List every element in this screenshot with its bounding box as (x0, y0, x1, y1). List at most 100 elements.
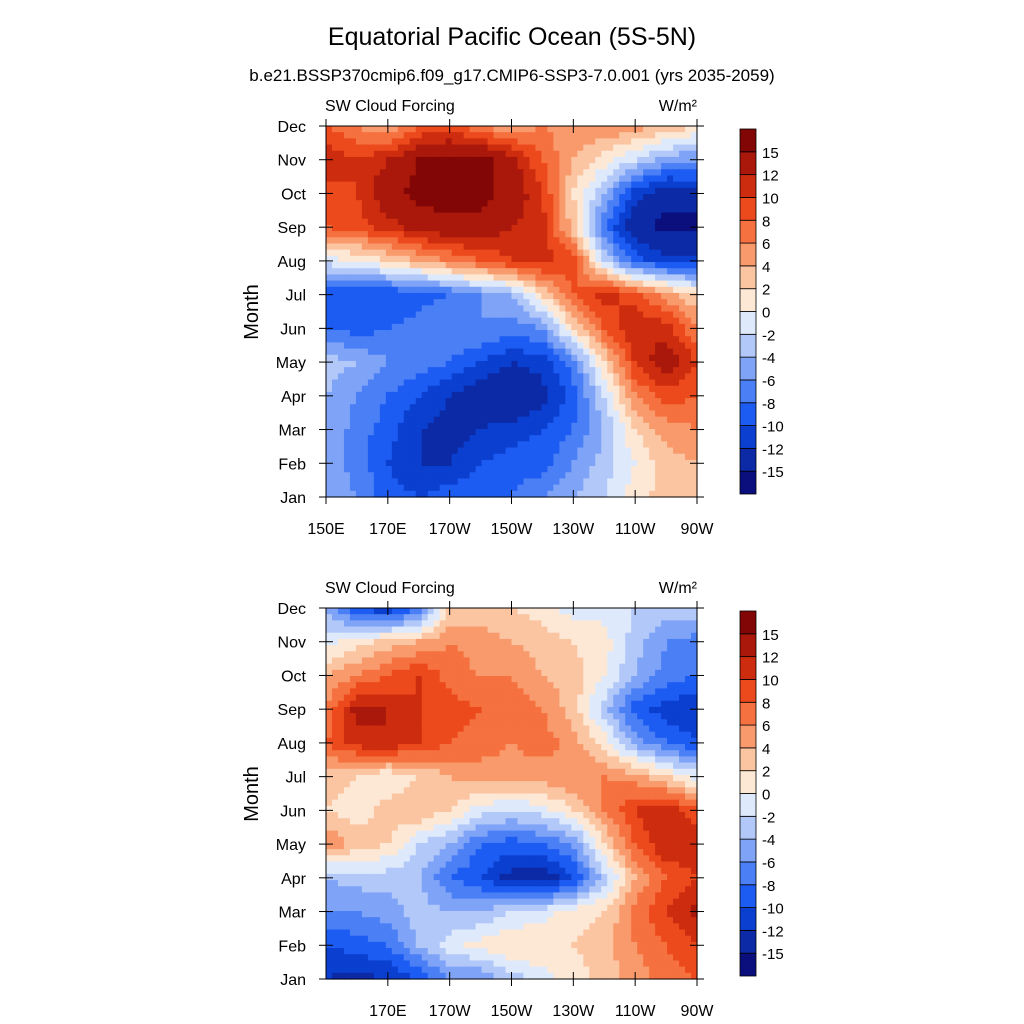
contour-cell (667, 453, 674, 461)
contour-cell (541, 237, 548, 245)
contour-cell (685, 360, 692, 368)
contour-cell (427, 231, 435, 238)
contour-cell (451, 280, 459, 288)
contour-cell (457, 175, 465, 183)
contour-cell (487, 651, 495, 659)
contour-cell (685, 163, 692, 170)
contour-cell (643, 305, 650, 313)
contour-cell (439, 435, 447, 442)
contour-cell (625, 676, 632, 683)
contour-cell (571, 620, 578, 628)
contour-cell (589, 280, 596, 288)
contour-cell (505, 416, 513, 424)
contour-cell (331, 342, 339, 350)
contour-cell (415, 163, 423, 170)
contour-cell (349, 305, 357, 313)
contour-cell (625, 299, 632, 306)
contour-cell (373, 466, 381, 473)
contour-cell (391, 126, 399, 133)
contour-cell (613, 410, 620, 418)
contour-cell (541, 317, 548, 325)
contour-cell (385, 410, 393, 418)
contour-cell (391, 632, 399, 640)
contour-cell (661, 126, 668, 133)
contour-cell (559, 706, 566, 714)
contour-cell (343, 144, 351, 152)
contour-cell (451, 651, 459, 659)
contour-cell (451, 360, 459, 368)
contour-cell (373, 428, 381, 436)
contour-cell (481, 268, 489, 275)
contour-cell (685, 435, 692, 442)
contour-cell (691, 323, 698, 331)
contour-cell (667, 367, 674, 374)
contour-cell (613, 323, 620, 331)
contour-cell (511, 249, 519, 257)
contour-cell (679, 317, 686, 325)
contour-cell (685, 620, 692, 628)
contour-cell (619, 663, 626, 671)
contour-cell (427, 224, 435, 232)
colorbar-swatch (739, 333, 757, 358)
contour-cell (655, 280, 662, 288)
contour-cell (631, 385, 638, 393)
contour-cell (343, 682, 351, 689)
contour-cell (637, 428, 644, 436)
contour-cell (685, 299, 692, 306)
contour-cell (541, 342, 548, 350)
contour-cell (691, 150, 698, 158)
contour-cell (391, 175, 399, 183)
contour-cell (433, 484, 441, 492)
contour-cell (553, 286, 560, 294)
contour-cell (451, 175, 459, 183)
contour-cell (397, 410, 405, 418)
contour-cell (463, 218, 471, 226)
contour-cell (487, 262, 495, 269)
contour-cell (355, 126, 363, 133)
contour-cell (655, 638, 662, 646)
contour-cell (547, 218, 554, 226)
contour-cell (529, 231, 537, 238)
contour-cell (631, 410, 638, 418)
contour-cell (427, 292, 435, 300)
contour-cell (517, 441, 525, 449)
contour-cell (493, 441, 501, 449)
contour-cell (679, 490, 686, 498)
contour-cell (631, 638, 638, 646)
contour-cell (619, 231, 626, 238)
contour-cell (427, 620, 435, 628)
contour-cell (487, 330, 495, 337)
contour-cell (475, 478, 483, 486)
contour-cell (326, 249, 333, 257)
contour-cell (445, 163, 453, 170)
contour-cell (511, 299, 519, 306)
contour-cell (547, 484, 554, 492)
contour-cell (661, 620, 668, 628)
contour-cell (439, 243, 447, 251)
contour-cell (505, 200, 513, 207)
contour-cell (469, 187, 477, 195)
contour-cell (499, 379, 507, 387)
contour-cell (565, 404, 572, 412)
contour-cell (409, 292, 417, 300)
colorbar-label: 12 (762, 168, 779, 185)
contour-cell (463, 410, 471, 418)
contour-cell (463, 632, 471, 640)
contour-cell (589, 713, 596, 720)
contour-cell (403, 348, 411, 356)
contour-cell (673, 231, 680, 238)
contour-cell (553, 132, 560, 139)
contour-cell (349, 218, 357, 226)
colorbar-swatch (739, 379, 757, 404)
contour-cell (361, 441, 369, 449)
contour-cell (355, 373, 363, 381)
contour-cell (685, 305, 692, 313)
contour-cell (373, 490, 381, 498)
contour-cell (517, 132, 525, 139)
contour-cell (619, 694, 626, 702)
contour-cell (397, 459, 405, 467)
contour-cell (355, 231, 363, 238)
contour-cell (547, 472, 554, 480)
contour-cell (523, 478, 531, 486)
contour-cell (331, 441, 339, 449)
